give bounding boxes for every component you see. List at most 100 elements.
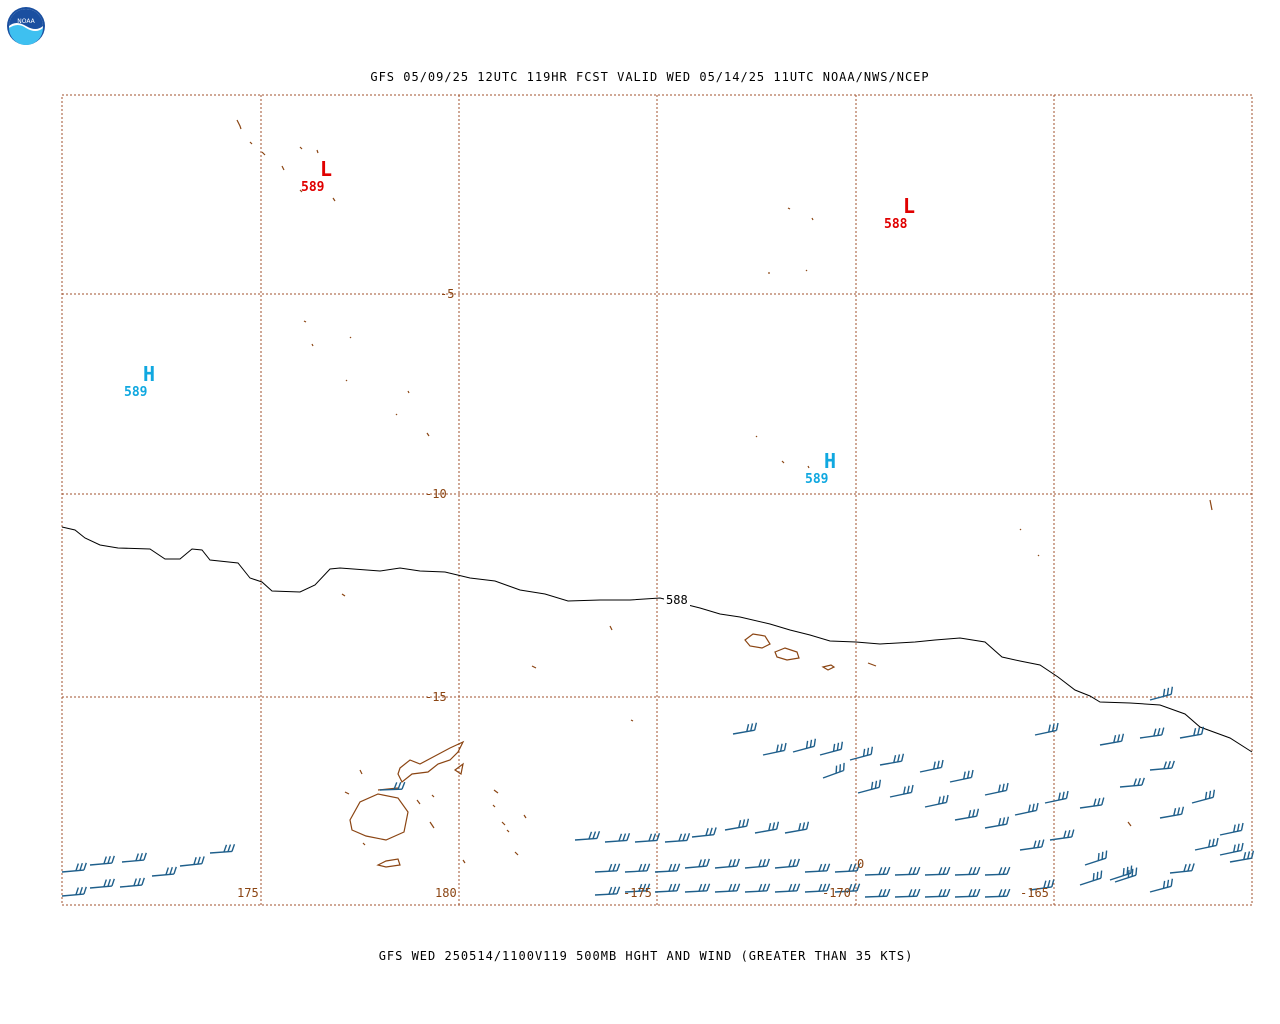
wind-barb [594,863,621,873]
wind-barb-flag [1141,777,1145,786]
wind-barb-flag [805,821,810,830]
wind-barb-flag [946,866,951,875]
wind-barb-flag [1153,728,1157,737]
wind-barb-flag [111,855,115,864]
wind-barb [634,833,661,843]
wind-barb-flag [1033,840,1037,849]
wind-barb-flag [775,821,780,830]
wind-barb-flag [1101,797,1105,806]
wind-barb [792,738,817,753]
wind-barb-flag [940,759,944,768]
wind-barb-flag [1048,724,1051,733]
wind-barb-flag [746,723,750,732]
wind-barb-flag [792,858,796,867]
wind-barb-flag [762,858,766,867]
wind-barb-flag [936,760,940,769]
wind-barb [691,827,717,838]
wind-barb-flag [401,781,406,790]
wind-barb [684,858,710,869]
wind-barb-flag [938,889,943,897]
wind-barb-flag [893,754,897,763]
wind-barb-flag [745,818,750,827]
wind-barb-flag [796,858,800,867]
wind-barb-flag [668,883,673,892]
wind-barb-flag [698,859,702,867]
wind-barb-flag [1247,851,1251,860]
wind-barbs [61,686,1255,898]
wind-barb [379,781,406,791]
wind-barb [924,866,951,876]
wind-barb [1079,870,1103,886]
wind-barb-flag [648,833,653,842]
wind-barb [879,753,905,766]
wind-barb-flag [608,886,613,895]
wind-barb [1169,863,1195,874]
wind-barb-flag [1162,880,1166,889]
wind-barb-flag [998,867,1003,875]
wind-barb-flag [173,866,177,875]
wind-barb-flag [897,754,901,763]
wind-barb-flag [839,764,842,772]
wind-barb-flag [1162,688,1166,697]
wind-barb [654,863,681,873]
wind-barb-flag [1163,761,1167,769]
wind-barb-flag [139,852,143,861]
wind-barb-flag [1211,838,1215,847]
wind-barb-flag [642,883,647,892]
wind-barb-flag [1243,851,1247,860]
wind-barb-flag [1173,807,1177,816]
wind-barb-flag [732,858,736,867]
wind-barb [919,759,944,773]
wind-barb [714,858,740,869]
wind-barb-flag [646,863,651,872]
wind-barb-flag [836,742,840,751]
wind-barb [61,886,87,897]
wind-barb-flag [766,858,770,867]
wind-barb [954,808,980,821]
wind-barb-flag [1183,864,1187,872]
wind-barb-flag [1100,870,1103,879]
wind-barb-flag [736,858,740,867]
wind-barb-flag [976,866,981,875]
wind-barb [1219,842,1244,856]
wind-barb [984,888,1011,898]
wind-barb [804,883,831,893]
lat-label-10: -10 [425,487,447,501]
wind-barb [1191,789,1216,804]
wind-barb-flag [1170,686,1174,695]
wind-barb-flag [169,866,173,875]
wind-barb-flag [616,863,621,872]
wind-barb-flag [768,822,772,831]
wind-barb-flag [75,887,79,895]
wind-barb-flag [738,819,742,828]
wind-barb [594,886,621,896]
wind-barb-flag [813,738,817,747]
wind-barb-flag [1113,734,1117,743]
wind-barb-flag [622,833,627,841]
wind-barb-flag [966,770,970,779]
wind-barb-flag [856,863,861,872]
wind-barb-flag [818,883,823,892]
wind-barb-flag [1161,727,1165,736]
high-center-letter: H [824,449,837,473]
wind-barb-flag [1051,879,1055,888]
wind-barb-flag [1166,879,1170,888]
wind-barb-flag [975,808,980,817]
wind-barb-flag [776,744,779,753]
wind-barb [1159,806,1185,819]
wind-barb-flag [227,844,232,852]
chart-title: GFS 05/09/25 12UTC 119HR FCST VALID WED … [370,70,930,84]
wind-barb-flag [1212,789,1216,798]
wind-barb-flag [742,819,746,828]
wind-barb [209,844,236,854]
wind-barb-flag [668,863,673,872]
wind-barb-flag [698,883,703,892]
wind-barb-flag [1240,822,1244,831]
wind-barb-flag [676,883,681,892]
wind-barb-flag [972,809,976,818]
wind-barb [574,831,601,841]
wind-barb [857,779,882,794]
wind-barb-flag [1208,839,1211,848]
wind-barb-flag [702,858,706,867]
